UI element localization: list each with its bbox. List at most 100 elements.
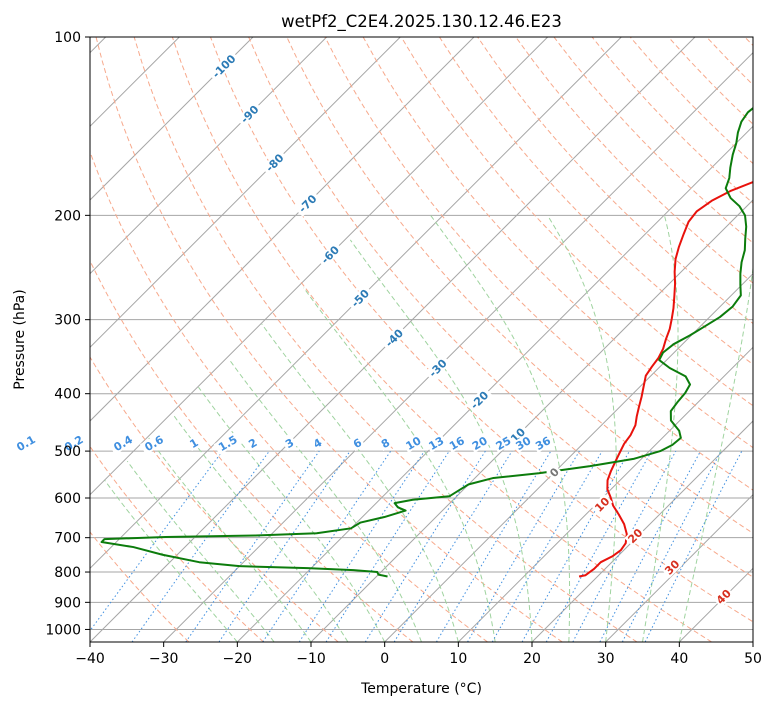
isotherm-label-bg bbox=[380, 324, 408, 352]
dry-adiabat-line bbox=[133, 37, 638, 642]
dry-adiabat-label-text: 20 bbox=[625, 526, 645, 546]
dry-adiabat-line bbox=[90, 150, 488, 642]
y-tick-label: 1000 bbox=[45, 622, 81, 638]
isotherm-label: -30 bbox=[424, 354, 451, 382]
dry-adiabat-line bbox=[248, 37, 753, 578]
mixing-ratio-label-text: 20 bbox=[470, 434, 490, 453]
isotherm-line bbox=[90, 37, 622, 570]
isotherm-line bbox=[90, 37, 254, 201]
mixing-ratio-label-bg bbox=[531, 433, 554, 453]
moist-adiabat-line bbox=[349, 239, 533, 642]
mixing-ratio-line bbox=[262, 450, 392, 642]
dry-adiabat-label-bg bbox=[591, 493, 613, 516]
dry-adiabat-line bbox=[324, 37, 753, 491]
temperature-line bbox=[578, 181, 753, 578]
dry-adiabat-line bbox=[171, 37, 712, 642]
moist-adiabat-line bbox=[261, 323, 459, 642]
isotherm-line bbox=[310, 199, 753, 642]
mixing-ratio-label-bg bbox=[213, 431, 242, 455]
mixing-ratio-label-bg bbox=[468, 433, 491, 453]
mixing-ratio-label-bg bbox=[185, 435, 202, 452]
mixing-ratio-label-bg bbox=[139, 431, 169, 455]
mixing-ratio-label-bg bbox=[402, 433, 425, 453]
dewpoint-line bbox=[100, 106, 753, 578]
dry-adiabat-line bbox=[439, 37, 753, 366]
mixing-ratio-label-bg bbox=[445, 433, 468, 453]
mixing-ratio-label: 1 bbox=[185, 435, 202, 452]
isotherm-line bbox=[90, 37, 401, 349]
dry-adiabat-label-bg bbox=[661, 556, 683, 578]
x-tick-label: −40 bbox=[75, 651, 105, 667]
mixing-ratio-line bbox=[435, 450, 552, 642]
isotherm-label-bg bbox=[546, 464, 563, 481]
mixing-ratio-label-text: 16 bbox=[447, 434, 467, 453]
isotherm-line bbox=[90, 37, 475, 422]
x-tick-label: −30 bbox=[149, 651, 179, 667]
x-tick-label: −20 bbox=[223, 651, 253, 667]
isotherm-line bbox=[236, 125, 753, 642]
plot-frame bbox=[89, 36, 754, 643]
moist-adiabat-line bbox=[126, 460, 275, 642]
moist-adiabat-line bbox=[198, 386, 386, 642]
y-axis: 100 200 300 400 500 600 700 800 900 1000 bbox=[45, 30, 90, 638]
mixing-ratio-label-bg bbox=[512, 433, 535, 453]
moist-adiabat-line bbox=[678, 264, 753, 642]
moist-adiabat-line bbox=[148, 437, 312, 642]
isotherm-line bbox=[605, 493, 753, 642]
moist-adiabat-line bbox=[303, 287, 496, 642]
isotherm-label-bg bbox=[466, 386, 493, 414]
mixing-ratio-line bbox=[185, 450, 320, 642]
x-tick-label: 0 bbox=[380, 651, 389, 667]
moist-adiabat-line bbox=[642, 215, 679, 642]
mixing-ratio-label-bg bbox=[59, 431, 88, 455]
dry-adiabat-label-text: 30 bbox=[662, 557, 682, 577]
mixing-ratio-label-text: 36 bbox=[533, 434, 553, 453]
mixing-ratio-label-bg bbox=[492, 433, 515, 453]
isotherm-label-bg bbox=[207, 50, 240, 83]
mixing-ratio-label-bg bbox=[349, 435, 366, 452]
mixing-ratio-line bbox=[621, 450, 722, 642]
y-axis-label: Pressure (hPa) bbox=[12, 289, 28, 389]
isotherm-label: -90 bbox=[236, 100, 263, 128]
y-tick-label: 200 bbox=[54, 208, 81, 224]
y-tick-label: 800 bbox=[54, 565, 81, 581]
isotherm-line bbox=[457, 346, 753, 642]
mixing-ratio-label: 4 bbox=[309, 435, 326, 452]
mixing-ratio-label: 6 bbox=[349, 435, 366, 452]
isotherm-line bbox=[678, 567, 753, 642]
mixing-ratio-line bbox=[325, 450, 450, 642]
isotherm-label-bg bbox=[424, 354, 451, 382]
mixing-ratio-line bbox=[572, 450, 677, 642]
isotherm-line bbox=[90, 37, 549, 496]
isotherm-line bbox=[163, 51, 753, 642]
isotherm-label-bg bbox=[294, 190, 321, 217]
isotherm-label-bg bbox=[346, 284, 374, 312]
dry-adiabat-label: 30 bbox=[661, 556, 683, 578]
series-layer bbox=[100, 106, 753, 578]
mixing-ratio-label-bg bbox=[281, 435, 298, 452]
isotherm-label-bg bbox=[261, 149, 288, 176]
isotherm-label: -100 bbox=[207, 50, 240, 83]
y-tick-label: 500 bbox=[54, 444, 81, 460]
isotherm-label: 0 bbox=[546, 464, 563, 481]
mixing-ratio-label: 8 bbox=[377, 435, 394, 452]
x-tick-label: 50 bbox=[744, 651, 762, 667]
dry-adiabat-line bbox=[515, 37, 753, 284]
dry-adiabat-line bbox=[95, 37, 563, 642]
reference-lines bbox=[90, 37, 753, 642]
y-tick-label: 300 bbox=[54, 313, 81, 329]
mixing-ratio-label: 2 bbox=[244, 435, 261, 452]
x-tick-label: 30 bbox=[597, 651, 615, 667]
mixing-ratio-label: 1.5 bbox=[213, 431, 242, 455]
dry-adiabat-line bbox=[90, 445, 264, 642]
y-tick-label: 400 bbox=[54, 387, 81, 403]
y-tick-label: 100 bbox=[54, 30, 81, 46]
mixing-ratio-line bbox=[298, 450, 425, 642]
mixing-ratio-line bbox=[644, 450, 743, 642]
moist-adiabat-line bbox=[228, 359, 422, 642]
moist-adiabat-line bbox=[173, 414, 349, 642]
dry-adiabat-line bbox=[90, 259, 414, 642]
chart-title: wetPf2_C2E4.2025.130.12.46.E23 bbox=[281, 12, 562, 32]
mixing-ratio-line bbox=[545, 450, 653, 642]
